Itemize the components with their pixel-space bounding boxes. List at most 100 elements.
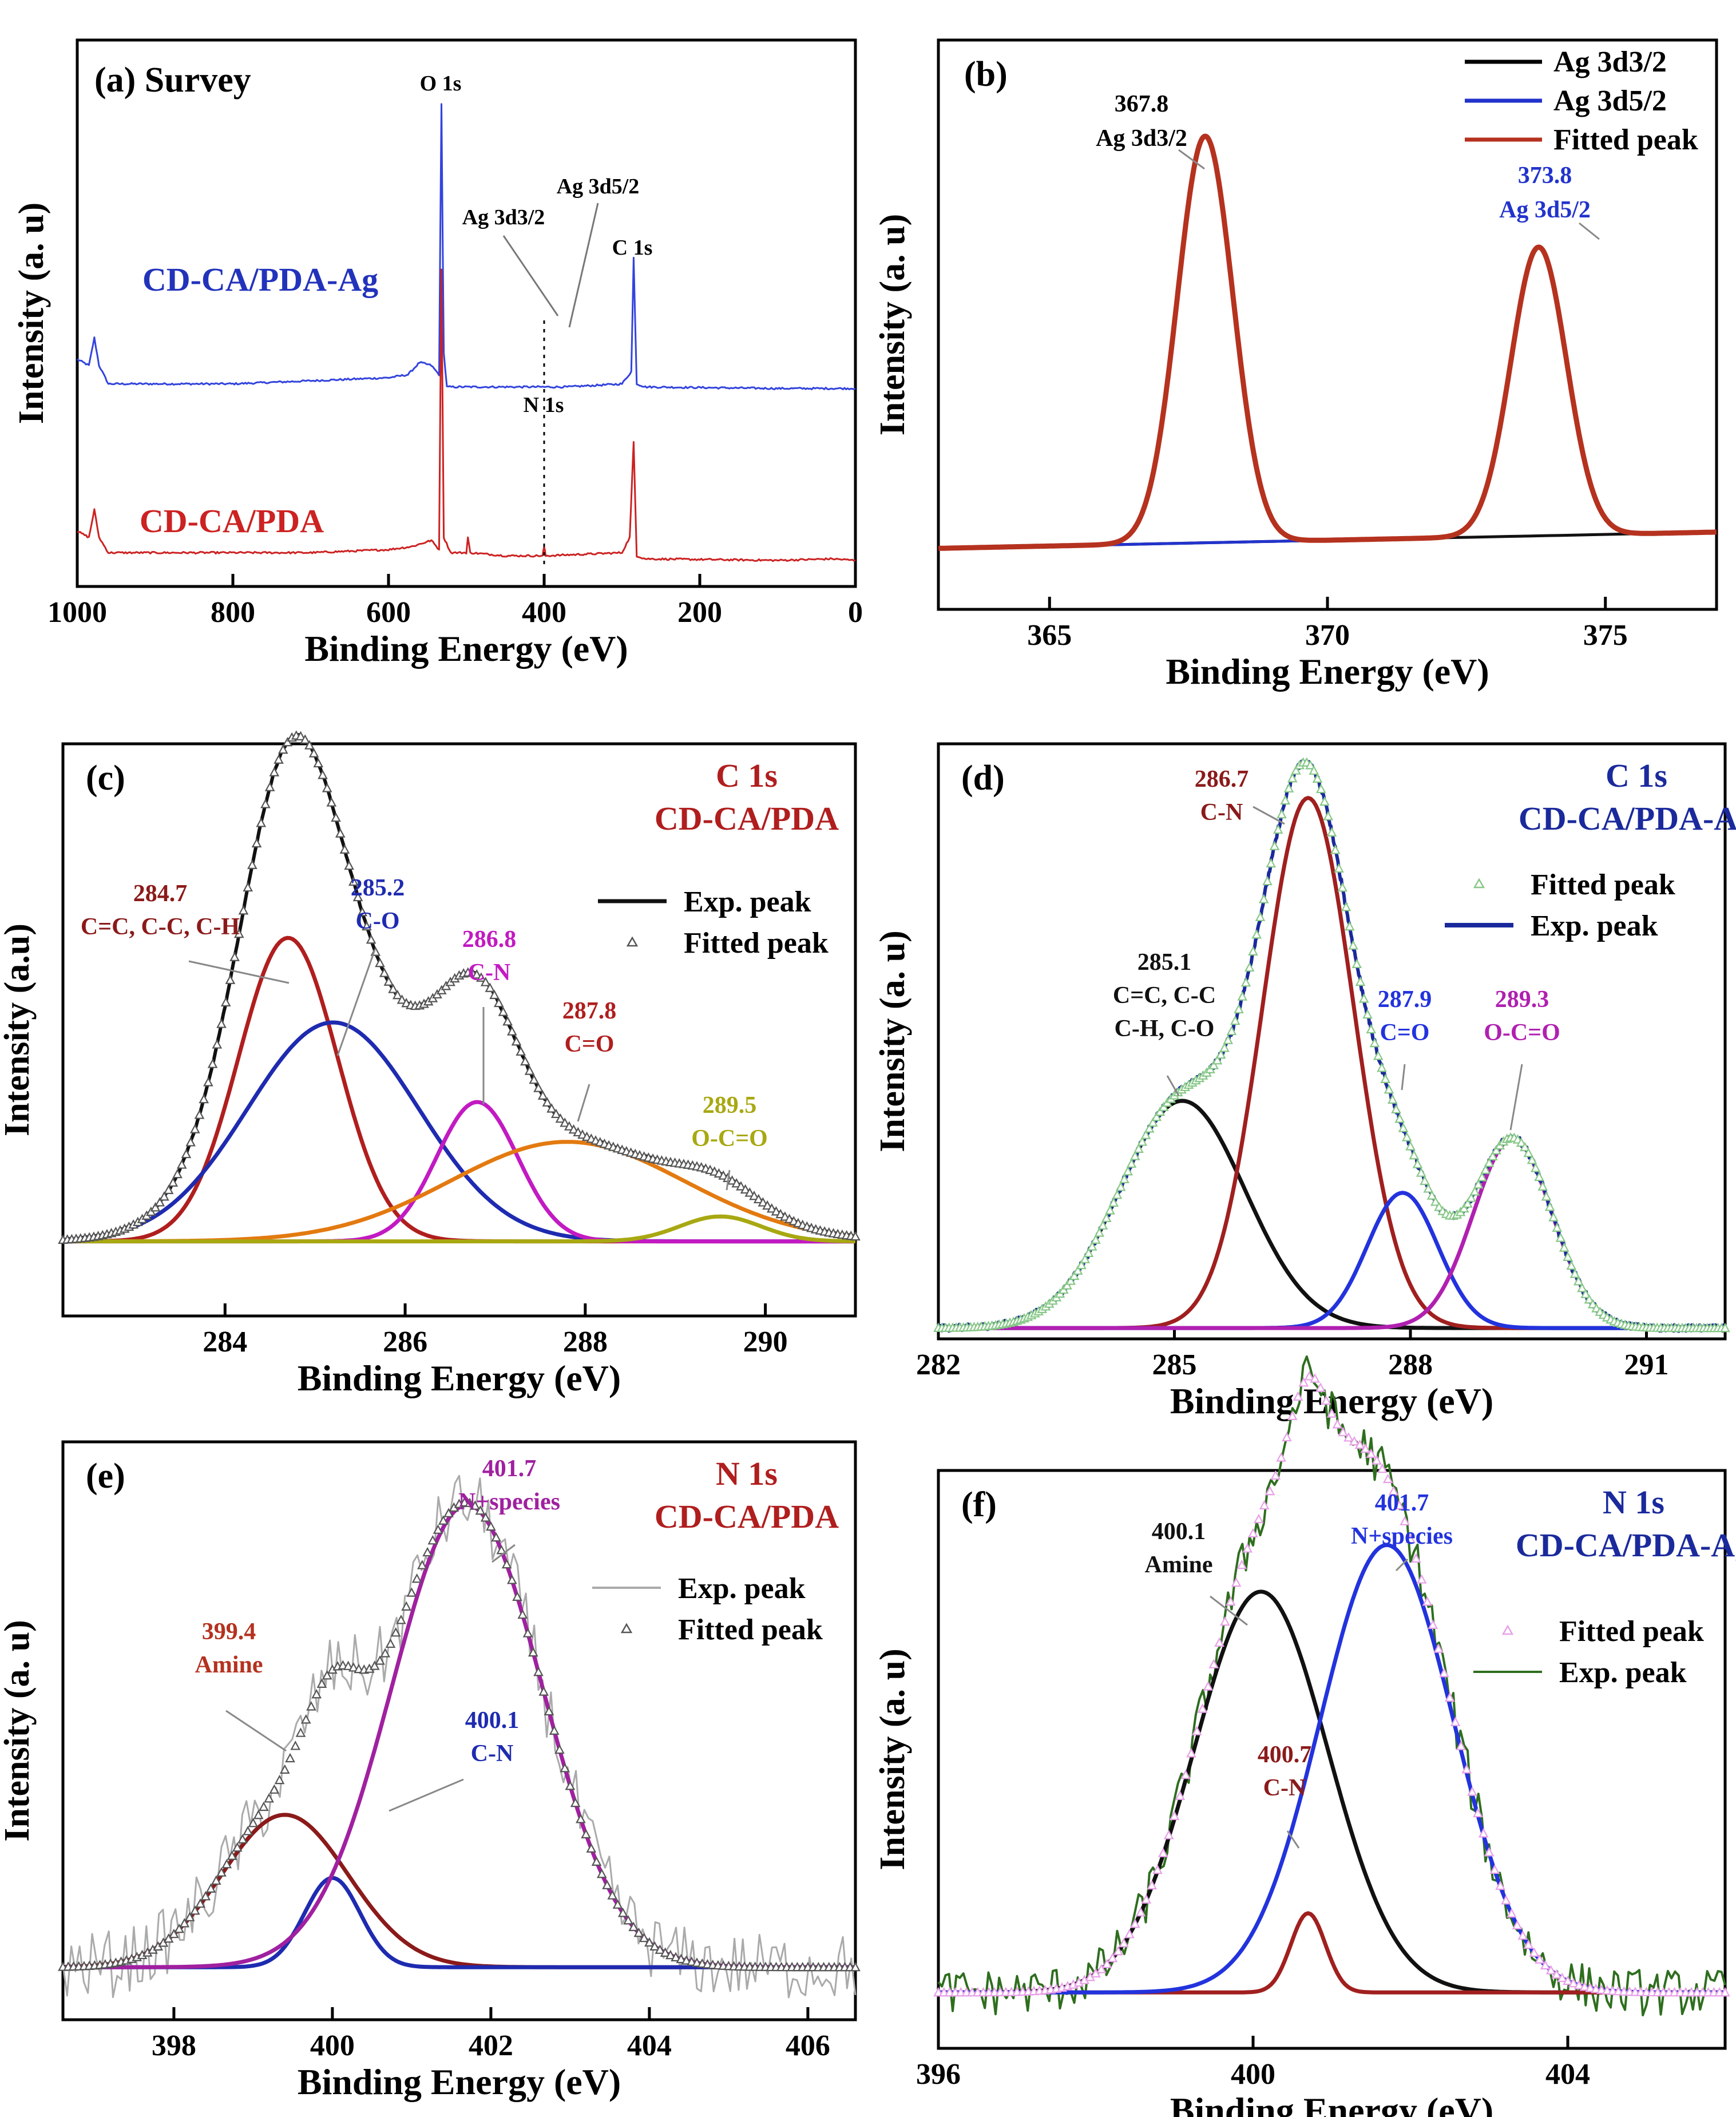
fitted-point [212, 1039, 223, 1049]
fitted-point [380, 1648, 391, 1658]
fitted-point [417, 1560, 427, 1569]
annotation: O 1s [420, 72, 462, 96]
fitted-point [502, 1016, 513, 1026]
fitted-point [207, 1058, 218, 1068]
fitted-point [1351, 958, 1362, 969]
fitted-point [264, 782, 275, 791]
fitted-point [1462, 1198, 1473, 1208]
chart-subtitle: CD-CA/PDA [655, 800, 839, 837]
fitted-point [316, 1678, 327, 1688]
peak-arrow [1166, 1075, 1180, 1096]
peak-name: Ag 3d3/2 [1096, 125, 1187, 152]
peak-arrow [336, 949, 376, 1056]
fitted-point [295, 731, 306, 740]
fitted-point [181, 1148, 192, 1159]
fitted-point [243, 882, 253, 892]
peak-arrow [389, 1778, 464, 1812]
fitted-point [1287, 1410, 1298, 1421]
fitted-point [1236, 1559, 1247, 1569]
fitted-point [1584, 1294, 1595, 1304]
fitted-point [1069, 1270, 1080, 1280]
fitted-point [1253, 1513, 1264, 1524]
fitted-point [1596, 1984, 1607, 1994]
chart-title: C 1s [1606, 757, 1667, 794]
peak-name: Ag 3d5/2 [1499, 197, 1591, 223]
fitted-point [1072, 1265, 1083, 1275]
fitted-point [1535, 1954, 1545, 1964]
fitted-point [501, 1559, 512, 1569]
x-tick-label: 288 [1388, 1349, 1433, 1381]
peak-value: 289.5 [703, 1092, 757, 1119]
fitted-point [1398, 1123, 1409, 1132]
fitted-point [1388, 1485, 1399, 1496]
fitted-point [1175, 1790, 1186, 1800]
peak-name: O-C=O [691, 1125, 768, 1152]
fitted-point [1112, 1189, 1123, 1199]
fitted-point [211, 1875, 221, 1885]
fitted-point [200, 1891, 211, 1901]
plot-frame [937, 1469, 1727, 2050]
x-tick-label: 285 [1152, 1349, 1197, 1381]
fitted-point [174, 1923, 184, 1933]
plot-frame [937, 742, 1727, 1341]
fitted-point [1545, 1965, 1556, 1975]
fitted-point [1140, 1129, 1151, 1139]
fitted-point [1428, 1619, 1438, 1629]
fitted-point [1409, 1149, 1420, 1160]
fitted-point [256, 818, 267, 827]
fitted-point [290, 1741, 301, 1750]
fitted-point [1265, 1485, 1275, 1496]
fitted-point [1384, 1084, 1394, 1094]
fitted-point [1523, 1147, 1534, 1157]
fitted-point [1105, 1205, 1115, 1215]
fitted-point [1215, 1049, 1226, 1059]
chart-title: N 1s [716, 1455, 778, 1492]
fitted-point [195, 1898, 205, 1908]
fitted-point [1276, 1452, 1286, 1462]
fitted-point [568, 1124, 579, 1134]
fitted-point [465, 1497, 475, 1507]
fitted-point [172, 1168, 183, 1179]
fitted-point [602, 1880, 612, 1889]
fitted-point [313, 758, 324, 768]
fitted-point [1484, 1157, 1495, 1167]
fitted-point [396, 1615, 406, 1624]
x-axis-label: Binding Energy (eV) [298, 1358, 621, 1398]
fitted-point [1557, 1972, 1568, 1983]
peak-value: 373.8 [1518, 162, 1572, 189]
fitted-point [1394, 1113, 1405, 1123]
peak-value: 284.7 [133, 881, 188, 907]
fitted-point [1298, 1377, 1309, 1387]
fitted-point [1587, 1299, 1598, 1309]
fitted-point [546, 1103, 557, 1113]
fitted-point [1580, 1289, 1591, 1298]
legend-label: Fitted peak [1559, 1615, 1704, 1648]
fitted-point [1137, 1136, 1148, 1146]
x-tick-label: 365 [1027, 619, 1072, 652]
fitted-point [1360, 1443, 1371, 1453]
fitted-point [511, 1036, 522, 1046]
fitted-point [1273, 824, 1283, 834]
peak-name: C=O [1380, 1020, 1430, 1046]
fitted-point [1186, 1748, 1196, 1758]
fitted-point [1433, 1643, 1444, 1653]
fitted-point [1358, 993, 1369, 1003]
y-axis-label: Intensity (a. u) [873, 930, 912, 1152]
fitted-point [1291, 765, 1301, 775]
peak-name: C=C, C-C, C-H [81, 914, 240, 940]
peak-name: Amine [1145, 1552, 1213, 1578]
fitted-point [1537, 1181, 1548, 1191]
fitted-point [388, 984, 398, 993]
fitted-point [1312, 773, 1323, 783]
fitted-point [282, 736, 293, 747]
fitted-point [542, 1097, 553, 1107]
fitted-point [607, 1890, 618, 1900]
legend-label: Fitted peak [678, 1613, 823, 1646]
peak-name: C=C, C-C [1113, 982, 1216, 1009]
fitted-point [279, 1764, 290, 1774]
fitted-point [308, 748, 319, 758]
fitted-point [498, 1006, 509, 1016]
fitted-point [1619, 1986, 1630, 1996]
fitted-point [438, 1515, 449, 1525]
